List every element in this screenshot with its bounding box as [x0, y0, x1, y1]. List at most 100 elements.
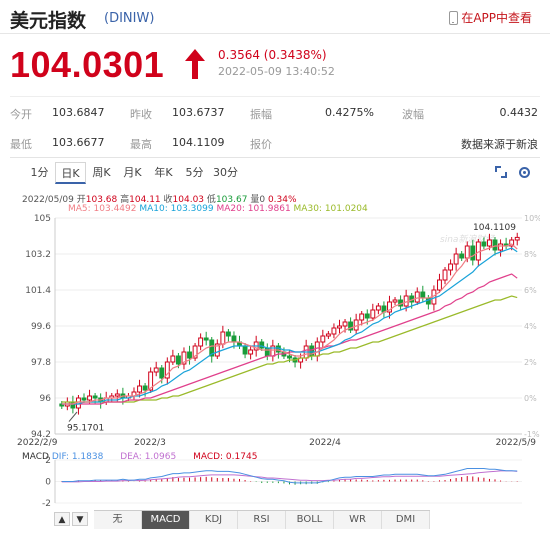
stats-row: 今开 103.6847 昨收 103.6737 振幅 0.4275% 波幅 0.…	[10, 97, 540, 127]
indicator-tab-macd[interactable]: MACD	[142, 511, 190, 529]
candle-body	[348, 321, 354, 331]
ohlc-date: 2022/05/09	[22, 195, 74, 205]
watermark: sina新浪财经	[440, 234, 495, 245]
tab-monthly-k[interactable]: 月K	[123, 166, 142, 179]
stat-value: 103.6737	[172, 106, 225, 119]
ma30-line	[61, 295, 518, 403]
y-tick-label: 103.2	[25, 250, 51, 260]
tab-1min[interactable]: 1分	[30, 166, 49, 179]
candle-body	[264, 347, 270, 357]
candle-body	[159, 367, 165, 379]
macd-tick-label: -2	[42, 499, 51, 508]
candle-body	[364, 313, 370, 319]
indicator-tab-rsi[interactable]: RSI	[238, 511, 286, 529]
y-tick-label: 97.8	[31, 358, 51, 368]
candle-body	[231, 335, 237, 343]
macd-value: MACD: 0.1745	[193, 452, 258, 462]
tab-weekly-k[interactable]: 周K	[92, 166, 111, 179]
y-tick-label: 94.2	[31, 430, 51, 440]
candle-body	[359, 313, 365, 321]
tab-yearly-k[interactable]: 年K	[154, 166, 173, 179]
dea-line	[61, 470, 518, 483]
macd-tick-label: 2	[45, 456, 51, 466]
tab-30min[interactable]: 30分	[213, 166, 238, 179]
candle-body	[259, 341, 265, 349]
stat-label: 最高	[130, 138, 152, 151]
candle-body	[287, 355, 292, 359]
stat-label: 今开	[10, 108, 32, 121]
y-tick-label: 96	[40, 394, 52, 404]
pct-tick-label: 6%	[524, 286, 537, 295]
chart-panel: 1分 日K 周K 月K 年K 5分 30分 2022/05/09 开103.68…	[10, 157, 540, 535]
period-tabs: 1分 日K 周K 月K 年K 5分 30分	[24, 162, 241, 186]
ma5-value: MA5: 103.4492	[68, 204, 137, 214]
stat-value: 0.4275%	[325, 106, 374, 119]
stat-value: 104.1109	[172, 136, 225, 149]
max-price-label: 104.1109	[473, 223, 516, 233]
settings-icon[interactable]	[519, 167, 530, 178]
candle-body	[509, 239, 515, 247]
fullscreen-icon[interactable]	[495, 166, 507, 178]
indicator-tab-none[interactable]: 无	[94, 511, 142, 529]
pct-tick-label: 8%	[524, 250, 537, 259]
indicator-tab-dmi[interactable]: DMI	[382, 511, 430, 529]
data-source: 数据来源于新浪	[461, 138, 538, 151]
candle-body	[81, 397, 87, 401]
x-tick-label: 2022/5/9	[496, 438, 537, 448]
candle-body	[187, 351, 192, 359]
candle-body	[459, 253, 465, 259]
ma20-line	[61, 273, 518, 405]
symbol-code: (DINIW)	[104, 11, 155, 26]
candle-body	[342, 321, 348, 327]
y-tick-label: 105	[34, 214, 51, 224]
scroll-up-button[interactable]: ▲	[54, 512, 70, 526]
candle-body	[392, 299, 398, 303]
candle-body	[248, 349, 254, 355]
indicator-tab-boll[interactable]: BOLL	[286, 511, 334, 529]
candle-body	[337, 325, 342, 329]
ma30-value: MA30: 101.0204	[293, 204, 368, 214]
candle-body	[481, 241, 487, 247]
tab-5min[interactable]: 5分	[185, 166, 204, 179]
indicator-tab-kdj[interactable]: KDJ	[190, 511, 238, 529]
open-in-app-button[interactable]: 在APP中查看	[449, 9, 532, 26]
x-tick-label: 2022/2/9	[17, 438, 58, 448]
candle-body	[181, 351, 187, 365]
dif-line	[61, 468, 518, 484]
scroll-down-button[interactable]: ▼	[72, 512, 88, 526]
stat-label: 报价	[250, 138, 272, 151]
ma10-value: MA10: 103.3099	[139, 204, 214, 214]
indicator-tab-wr[interactable]: WR	[334, 511, 382, 529]
open-in-app-label: 在APP中查看	[461, 11, 532, 25]
stat-label: 波幅	[402, 108, 424, 121]
candle-body	[498, 243, 504, 251]
y-tick-label: 99.6	[31, 322, 51, 332]
price-change: 0.3564 (0.3438%)	[218, 48, 327, 62]
ma10-line	[61, 247, 518, 405]
tab-daily-k[interactable]: 日K	[55, 162, 86, 184]
candle-body	[137, 385, 142, 393]
up-arrow-icon	[185, 49, 205, 79]
candle-body	[220, 331, 226, 345]
stat-label: 昨收	[130, 108, 152, 121]
candle-body	[320, 335, 326, 343]
candle-body	[470, 245, 476, 261]
ohlc-readout: 2022/05/09 开103.68 高104.11 收104.03 低103.…	[22, 195, 297, 205]
candle-body	[492, 239, 498, 251]
candle-body	[203, 337, 209, 341]
pct-tick-label: 2%	[524, 358, 537, 367]
stat-value: 0.4432	[499, 106, 539, 119]
ma-readout: MA5: 103.4492 MA10: 103.3099 MA20: 101.9…	[68, 204, 368, 214]
dea-value: DEA: 1.0965	[120, 452, 177, 462]
stats-table: 今开 103.6847 昨收 103.6737 振幅 0.4275% 波幅 0.…	[10, 96, 540, 157]
current-price: 104.0301	[10, 44, 165, 85]
candle-body	[453, 253, 459, 265]
pct-tick-label: 0%	[524, 394, 537, 403]
candle-body	[242, 345, 248, 355]
candle-body	[209, 339, 215, 357]
candle-body	[370, 309, 376, 319]
x-tick-label: 2022/3	[134, 438, 166, 448]
candle-body	[387, 301, 392, 313]
stats-row: 最低 103.6677 最高 104.1109 报价 数据来源于新浪	[10, 127, 540, 157]
kline-chart: 105 103.2 101.4 99.6 97.8 96 94.2 10% 8% 6% 4% 2% 0%…	[17, 214, 540, 508]
